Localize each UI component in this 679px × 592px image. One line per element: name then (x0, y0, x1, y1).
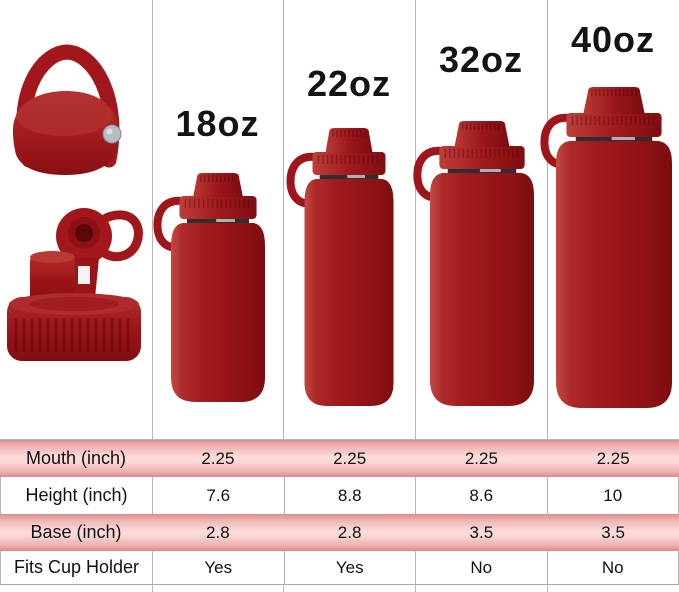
column-divider (415, 0, 416, 592)
size-label-32oz: 32oz (438, 39, 524, 80)
spec-row-base-inch-label: Base (inch) (30, 522, 122, 542)
bottle-22oz-image (286, 128, 394, 406)
spec-value-height-inch-22oz: 8.8 (283, 477, 416, 514)
spec-value-mouth-inch-22oz: 2.25 (333, 448, 367, 468)
spec-value-mouth-inch-40oz: 2.25 (596, 448, 630, 468)
spec-row-base-inch: Base (inch) 2.8 2.8 3.5 3.5 (0, 514, 679, 551)
spec-value-fits-cup-holder-22oz: Yes (283, 551, 416, 584)
flex-handle-lid-image (13, 44, 122, 175)
bottle-32oz-image (413, 121, 534, 406)
spec-row-height-inch: Height (inch) 7.6 8.8 8.6 10 (0, 477, 679, 514)
spec-value-fits-cup-holder-18oz: Yes (152, 551, 284, 584)
spec-value-base-inch-22oz: 2.8 (337, 522, 362, 542)
spec-value-base-inch-32oz: 3.5 (469, 522, 494, 542)
spec-row-mouth-inch: Mouth (inch) 2.25 2.25 2.25 2.25 (0, 440, 679, 477)
column-divider (547, 0, 548, 592)
spec-value-height-inch-40oz: 10 (546, 477, 679, 514)
column-divider (152, 0, 153, 592)
bottle-images (153, 87, 672, 408)
spec-value-mouth-inch-32oz: 2.25 (464, 448, 498, 468)
bottle-40oz-image (540, 87, 672, 408)
spec-row-height-inch-label: Height (inch) (0, 477, 152, 514)
spec-value-fits-cup-holder-32oz: No (415, 551, 547, 584)
spec-value-base-inch-40oz: 3.5 (601, 522, 625, 542)
bottle-18oz-image (153, 173, 265, 402)
column-divider (283, 0, 284, 592)
spec-value-height-inch-18oz: 7.6 (152, 477, 284, 514)
spec-row-fits-cup-holder-label: Fits Cup Holder (0, 551, 152, 584)
spec-table: Mouth (inch) 2.25 2.25 2.25 2.25 Height (inch… (0, 439, 679, 585)
spec-value-mouth-inch-18oz: 2.25 (201, 448, 235, 468)
spout-lid-open-image (7, 208, 143, 361)
size-label-18oz: 18oz (175, 103, 260, 144)
lid-rivet (102, 124, 122, 144)
spec-row-mouth-inch-label: Mouth (inch) (25, 448, 127, 468)
spec-value-base-inch-18oz: 2.8 (206, 522, 230, 542)
spec-row-fits-cup-holder: Fits Cup Holder Yes Yes No No (0, 551, 679, 584)
size-label-22oz: 22oz (306, 63, 392, 104)
spec-value-fits-cup-holder-40oz: No (546, 551, 679, 584)
size-label-40oz: 40oz (570, 19, 656, 60)
spec-value-height-inch-32oz: 8.6 (415, 477, 547, 514)
